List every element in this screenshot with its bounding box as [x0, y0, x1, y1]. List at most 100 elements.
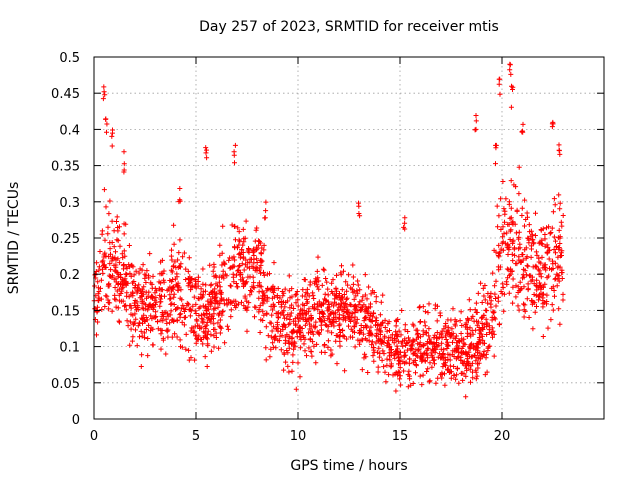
data-point: [479, 300, 485, 305]
data-point: [496, 254, 502, 260]
data-point: [341, 268, 346, 274]
data-point: [495, 264, 501, 270]
data-point: [397, 376, 403, 382]
data-point: [426, 379, 432, 385]
data-point: [352, 329, 357, 335]
data-point: [144, 268, 150, 274]
data-point: [167, 292, 173, 298]
data-point: [477, 350, 483, 356]
data-point: [101, 262, 107, 268]
data-point: [228, 283, 234, 289]
data-point: [224, 297, 230, 303]
data-point: [337, 315, 342, 321]
data-point: [217, 301, 223, 307]
data-point: [525, 281, 531, 287]
data-point: [552, 293, 557, 299]
data-point: [340, 333, 346, 339]
data-point: [139, 352, 145, 358]
data-point: [434, 340, 439, 345]
data-point: [286, 273, 292, 279]
data-point: [534, 304, 539, 309]
data-point: [468, 379, 473, 385]
data-point: [375, 369, 381, 375]
data-point: [99, 307, 105, 312]
data-point: [134, 285, 140, 291]
data-point: [230, 263, 236, 269]
data-point: [539, 237, 545, 243]
data-point: [96, 298, 102, 304]
data-point: [260, 308, 266, 314]
data-point: [131, 300, 137, 306]
data-point: [393, 329, 399, 335]
data-point: [219, 309, 225, 315]
data-point: [443, 337, 449, 342]
data-point: [92, 272, 98, 278]
data-point: [243, 257, 249, 263]
data-point: [254, 225, 260, 231]
data-point: [275, 314, 281, 320]
data-point: [356, 211, 362, 216]
data-point: [523, 272, 529, 278]
data-point: [344, 295, 350, 301]
data-point: [391, 340, 397, 346]
data-point: [369, 339, 375, 345]
data-point: [406, 368, 412, 374]
data-point: [393, 323, 399, 329]
data-point: [302, 293, 308, 299]
data-point: [232, 244, 237, 250]
data-point: [558, 250, 564, 256]
data-point: [555, 235, 561, 241]
data-point: [447, 332, 453, 338]
data-point: [256, 306, 262, 312]
data-point: [239, 247, 245, 253]
data-point: [419, 382, 425, 388]
data-point: [279, 333, 285, 339]
data-point: [328, 320, 334, 326]
data-point: [516, 229, 522, 235]
data-point: [458, 309, 464, 315]
data-point: [350, 289, 356, 295]
data-point: [314, 268, 320, 274]
data-point: [115, 305, 121, 311]
data-point: [481, 293, 487, 299]
data-point: [183, 314, 188, 320]
data-point: [307, 321, 313, 327]
data-point: [373, 322, 378, 328]
data-point: [438, 346, 444, 352]
data-point: [482, 297, 488, 303]
data-point: [374, 349, 380, 355]
data-point: [200, 281, 206, 287]
data-point: [508, 178, 514, 184]
data-point: [258, 270, 263, 276]
data-point: [103, 204, 109, 210]
data-point: [489, 317, 495, 323]
data-point: [496, 213, 502, 219]
data-point: [521, 307, 527, 313]
data-point: [433, 380, 439, 386]
data-point: [473, 358, 479, 364]
data-point: [557, 200, 563, 206]
data-point: [497, 250, 503, 256]
data-point: [160, 337, 166, 343]
data-point: [381, 364, 387, 370]
data-point: [186, 255, 192, 261]
data-point: [205, 315, 211, 321]
data-point: [188, 328, 194, 334]
x-tick-label: 0: [90, 429, 98, 444]
data-point: [500, 281, 506, 287]
data-point: [413, 370, 418, 376]
data-point: [181, 305, 187, 311]
data-point: [496, 322, 502, 328]
data-point: [402, 360, 408, 366]
data-point: [493, 303, 499, 309]
data-point: [522, 197, 528, 203]
data-point: [504, 230, 510, 236]
data-point: [416, 347, 422, 353]
data-point: [169, 288, 174, 294]
data-point: [163, 316, 169, 322]
data-point: [435, 303, 440, 309]
data-point: [174, 334, 180, 340]
data-point: [539, 254, 545, 260]
data-point: [497, 76, 503, 82]
data-point: [169, 334, 175, 340]
